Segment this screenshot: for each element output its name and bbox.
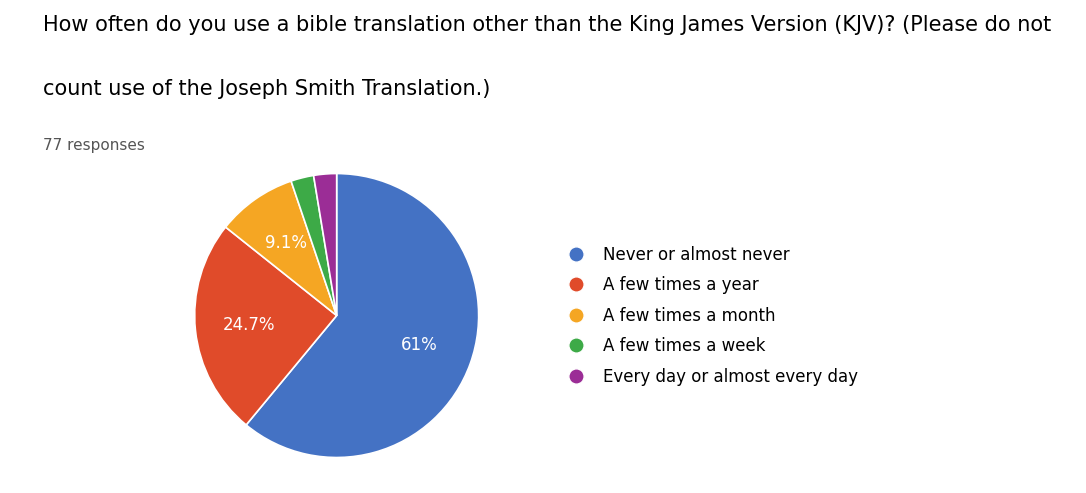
Text: 77 responses: 77 responses — [43, 138, 146, 153]
Text: count use of the Joseph Smith Translation.): count use of the Joseph Smith Translatio… — [43, 79, 491, 99]
Legend: Never or almost never, A few times a year, A few times a month, A few times a we: Never or almost never, A few times a yea… — [551, 237, 866, 394]
Wedge shape — [226, 181, 337, 316]
Text: 24.7%: 24.7% — [223, 316, 276, 334]
Wedge shape — [194, 227, 337, 425]
Text: 61%: 61% — [401, 336, 438, 354]
Text: 9.1%: 9.1% — [265, 235, 307, 252]
Wedge shape — [247, 174, 479, 458]
Wedge shape — [314, 174, 337, 316]
Wedge shape — [291, 176, 337, 316]
Text: How often do you use a bible translation other than the King James Version (KJV): How often do you use a bible translation… — [43, 15, 1051, 35]
